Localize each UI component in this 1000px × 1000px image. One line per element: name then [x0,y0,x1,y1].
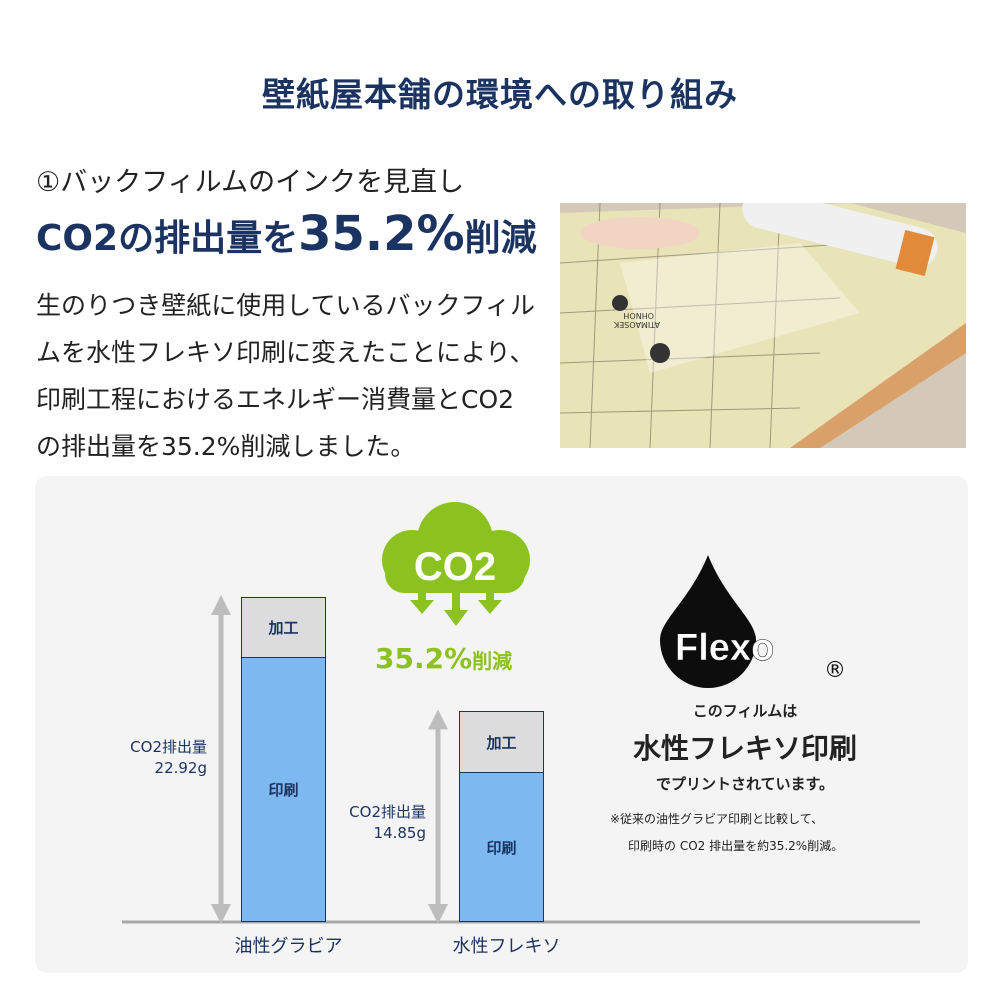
down-arrow-icons [410,590,502,626]
ink-drop-icon [660,555,756,688]
flexo-note1: ※従来の油性グラビア印刷と比較して、 [610,812,824,826]
flexo-description: このフィルムは 水性フレキソ印刷 でプリントされています。 ※従来の油性グラビア… [600,700,890,854]
photo-print-text-2: OHNOH [623,311,654,320]
backfilm-photo: ATIMAOSEK OHNOH [560,203,966,448]
flexo-logo: Flexo [675,627,774,669]
bar-segment-printing: 印刷 [460,773,543,921]
bar-segment-processing: 加工 [242,598,325,658]
headline-value: 35.2% [298,206,465,262]
total-label: CO2排出量 14.85g [349,802,426,842]
reduction-value: 35.2%削減 [375,642,512,675]
cloud-label: CO2 [414,545,496,589]
flexo-line3: でプリントされています。 [655,775,835,793]
section-subtitle: ①バックフィルムのインクを見直し [36,167,465,198]
bar-0: 加工 印刷 [241,597,326,922]
category-label: 油性グラビア [234,936,343,957]
headline-prefix: CO2の排出量を [36,218,299,259]
flexo-note2: 印刷時の CO2 排出量を約35.2%削減。 [628,839,844,853]
flexo-line2: 水性フレキソ印刷 [632,732,857,765]
body-text: 生のりつき壁紙に使用しているバックフィルムを水性フレキソ印刷に変えたことにより、… [36,291,536,461]
bar-1: 加工 印刷 [459,711,544,922]
flexo-line1: このフィルムは [692,702,798,720]
category-label: 水性フレキソ [452,936,561,957]
bar-segment-printing: 印刷 [242,657,325,921]
total-label: CO2排出量 22.92g [130,737,207,777]
photo-print-text: ATIMAOSEK [613,320,660,329]
co2-cloud-icon [382,502,530,626]
headline-suffix: 削減 [464,218,537,259]
page-title: 壁紙屋本舗の環境への取り組み [262,75,738,114]
backfilm-illustration: ATIMAOSEK OHNOH [560,203,966,448]
registered-mark: ® [824,658,846,683]
bar-segment-processing: 加工 [460,712,543,774]
headline: CO2の排出量を35.2%削減 [36,206,537,262]
